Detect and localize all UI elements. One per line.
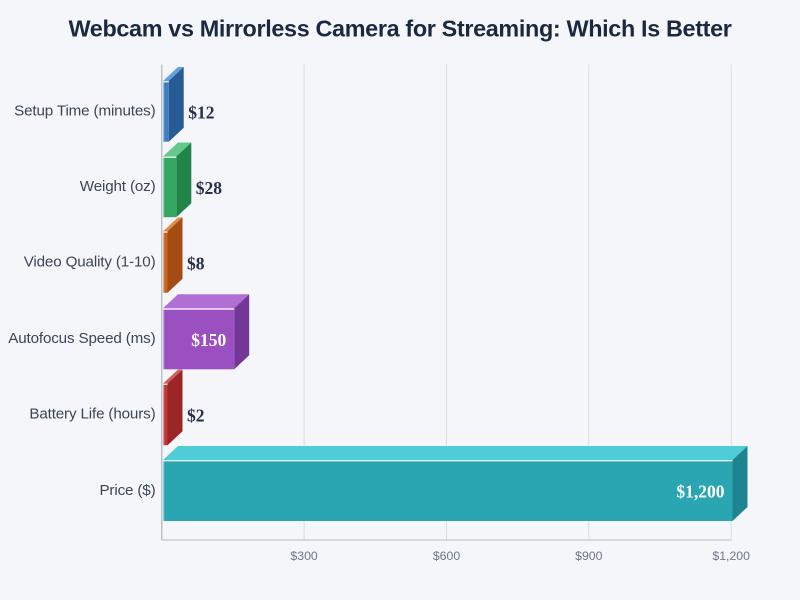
svg-text:Video Quality (1-10): Video Quality (1-10): [24, 253, 156, 270]
svg-text:$300: $300: [290, 549, 318, 563]
svg-text:Setup Time (minutes): Setup Time (minutes): [14, 103, 155, 120]
svg-text:$2: $2: [187, 406, 205, 426]
svg-text:$1,200: $1,200: [712, 549, 750, 563]
svg-text:Weight (oz): Weight (oz): [80, 178, 156, 195]
svg-text:$900: $900: [575, 549, 603, 563]
svg-text:Autofocus Speed (ms): Autofocus Speed (ms): [8, 330, 155, 347]
svg-text:$150: $150: [191, 330, 226, 350]
svg-text:$1,200: $1,200: [676, 482, 724, 502]
svg-text:Price ($): Price ($): [99, 482, 155, 499]
svg-text:Webcam vs Mirrorless Camera fo: Webcam vs Mirrorless Camera for Streamin…: [68, 15, 731, 41]
svg-text:$600: $600: [433, 549, 461, 563]
svg-text:$28: $28: [196, 178, 223, 198]
svg-text:$8: $8: [187, 253, 205, 273]
svg-text:$12: $12: [188, 103, 214, 123]
svg-text:Battery Life (hours): Battery Life (hours): [29, 406, 155, 423]
